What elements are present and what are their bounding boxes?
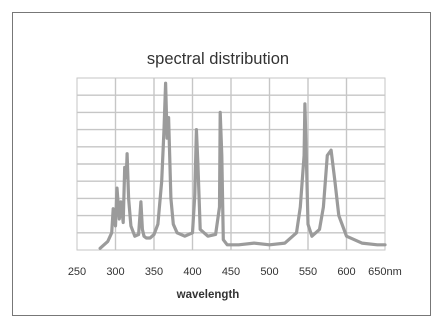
x-axis-ticks: 250 300 350 400 450 500 550 600 650nm	[68, 266, 402, 278]
x-tick-label: 550	[299, 266, 317, 278]
x-tick-label: 300	[106, 266, 124, 278]
spectral-distribution-chart: spectral distribution 250 300 350 400 450 500…	[68, 50, 402, 301]
x-tick-label: 400	[183, 266, 201, 278]
spectrum-line	[98, 81, 387, 250]
x-axis-label: wavelength	[176, 289, 240, 301]
x-tick-label: 250	[68, 266, 86, 278]
x-tick-label: 350	[145, 266, 163, 278]
x-tick-label: 500	[260, 266, 278, 278]
plot-grid	[76, 77, 386, 251]
x-tick-label: 450	[222, 266, 240, 278]
chart-frame: spectral distribution 250 300 350 400 450 500…	[12, 12, 431, 316]
chart-title: spectral distribution	[147, 50, 289, 68]
x-tick-label: 600	[337, 266, 355, 278]
x-tick-label: 650nm	[368, 266, 402, 278]
